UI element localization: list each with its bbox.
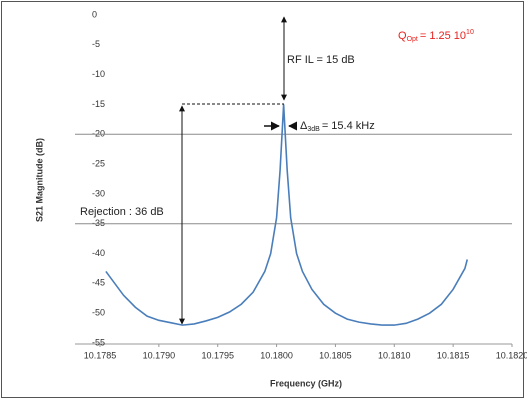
y-tick-label: -25 [92, 158, 105, 168]
y-tick-label: -30 [92, 188, 105, 198]
x-axis-title: Frequency (GHz) [270, 378, 342, 388]
rejection-annotation: Rejection : 36 dB [80, 206, 164, 218]
y-tick-label: -50 [92, 308, 105, 318]
x-tick-label: 10.1800 [260, 350, 293, 360]
y-tick-label: -45 [92, 278, 105, 288]
y-tick-label: -35 [92, 218, 105, 228]
q-annotation: QOpt = 1.25 1010 [398, 29, 474, 43]
y-axis-title: S21 Magnitude (dB) [34, 138, 44, 222]
y-tick-label: -55 [92, 337, 105, 347]
x-tick-label: 10.1795 [201, 350, 234, 360]
y-tick-label: 0 [92, 9, 97, 19]
series-line [105, 104, 469, 326]
x-tick-label: 10.1820 [496, 350, 527, 360]
y-tick-label: -5 [92, 39, 100, 49]
y-tick-label: -40 [92, 248, 105, 258]
il-annotation: RF IL = 15 dB [287, 54, 355, 66]
x-tick-label: 10.1815 [437, 350, 470, 360]
x-tick-label: 10.1790 [143, 350, 176, 360]
x-tick-label: 10.1785 [84, 350, 117, 360]
x-tick-label: 10.1805 [319, 350, 352, 360]
x-tick-label: 10.1810 [378, 350, 411, 360]
bw-annotation: Δ3dB = 15.4 kHz [300, 120, 375, 133]
y-tick-label: -10 [92, 69, 105, 79]
y-tick-label: -20 [92, 129, 105, 139]
y-tick-label: -15 [92, 99, 105, 109]
